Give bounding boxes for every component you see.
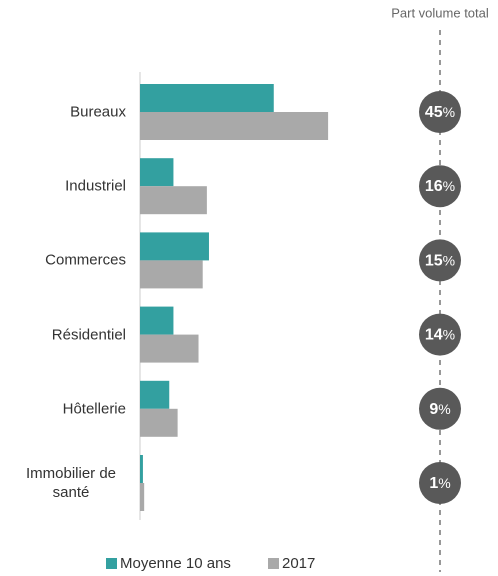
legend-swatch — [106, 558, 117, 569]
share-label: 9% — [429, 401, 450, 419]
legend-label: Moyenne 10 ans — [120, 555, 231, 572]
bar — [140, 408, 178, 437]
category-text: Résidentiel — [51, 326, 126, 344]
category-label: Résidentiel — [0, 325, 126, 344]
share-label: 1% — [429, 475, 450, 493]
bar — [140, 186, 207, 215]
legend-label: 2017 — [282, 555, 315, 572]
category-text: Commerces — [45, 251, 126, 269]
bar — [140, 380, 170, 409]
bar — [140, 158, 174, 187]
bar — [140, 334, 199, 363]
category-text: Immobilier de santé — [25, 465, 117, 501]
category-text: Bureaux — [70, 103, 126, 121]
legend-swatch — [268, 558, 279, 569]
share-label: 15% — [425, 252, 455, 270]
share-circle — [419, 462, 461, 504]
share-label: 14% — [425, 326, 455, 344]
bar — [140, 455, 143, 483]
share-circle — [419, 165, 461, 208]
share-label: 16% — [425, 178, 455, 196]
bar — [140, 84, 274, 112]
share-circle — [419, 387, 461, 430]
share-circle — [419, 313, 461, 356]
category-label: Immobilier de santé — [0, 464, 126, 502]
bar — [140, 483, 145, 511]
category-text: Industriel — [65, 177, 126, 195]
bar — [140, 112, 329, 140]
share-circle — [419, 239, 461, 282]
category-label: Bureaux — [0, 103, 126, 122]
share-label: 45% — [425, 104, 455, 122]
bar — [140, 260, 203, 289]
category-label: Hôtellerie — [0, 399, 126, 418]
category-text: Hôtellerie — [62, 400, 126, 418]
category-label: Commerces — [0, 251, 126, 270]
category-label: Industriel — [0, 177, 126, 196]
share-circle — [419, 91, 461, 133]
bar — [140, 306, 174, 335]
bar — [140, 232, 209, 261]
value-label-title: Part volume total — [391, 5, 489, 20]
